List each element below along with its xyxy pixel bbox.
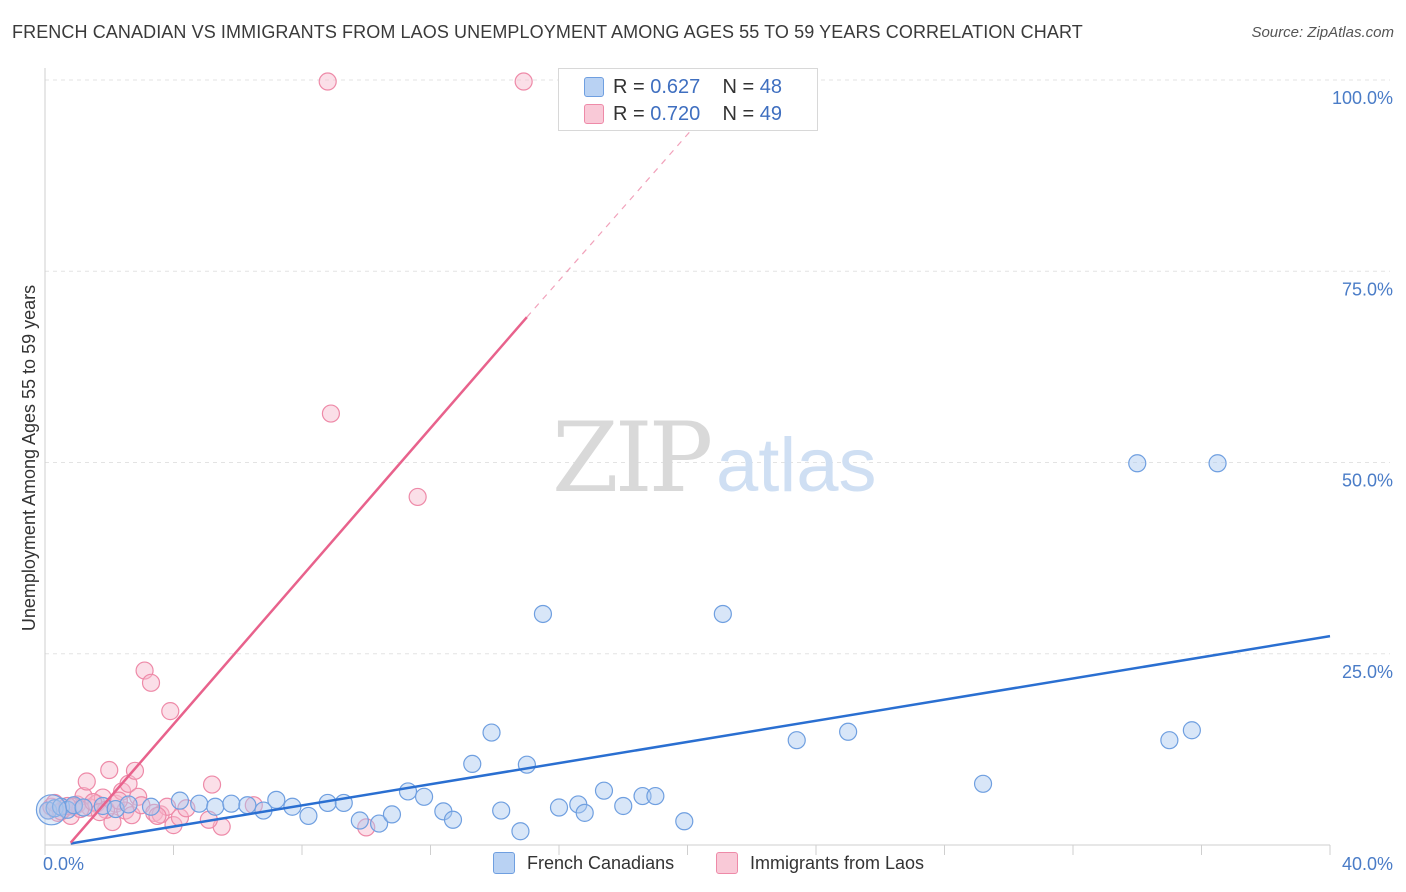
bottom-legend-laos: Immigrants from Laos [716, 852, 924, 874]
watermark-atlas: atlas [716, 423, 877, 508]
point-french-canadians [633, 786, 652, 806]
x-tick-marks [44, 845, 1331, 855]
point-laos [408, 487, 427, 507]
point-french-canadians [370, 814, 389, 833]
point-french-canadians [382, 805, 402, 824]
point-french-canadians [1128, 454, 1147, 473]
point-laos [141, 673, 161, 692]
point-french-canadians [511, 822, 530, 841]
legend-n-label: N = [722, 75, 755, 98]
point-french-canadians [74, 798, 93, 817]
y-tick-label: 50.0% [1342, 471, 1393, 491]
point-french-canadians [533, 604, 553, 624]
source-label: Source: ZipAtlas.com [1251, 24, 1394, 41]
point-laos [202, 775, 222, 794]
series-french-canadians-points [35, 454, 1227, 841]
legend-n-label: N = [722, 102, 755, 125]
legend-r-value-pink: 0.720 [650, 102, 701, 125]
legend-n-value-pink: 49 [759, 102, 783, 125]
point-french-canadians [787, 731, 806, 750]
point-french-canadians [594, 781, 614, 800]
bottom-legend-label-laos: Immigrants from Laos [750, 852, 925, 873]
point-laos [321, 404, 341, 423]
point-laos [148, 806, 167, 826]
chart-title: FRENCH CANADIAN VS IMMIGRANTS FROM LAOS … [12, 22, 1083, 42]
x-tick-labels: 0.0% 40.0% [43, 854, 1393, 874]
point-french-canadians [267, 790, 286, 809]
bottom-legend-swatch-blue [493, 852, 515, 874]
point-french-canadians [463, 754, 482, 774]
trendline-laos [69, 316, 528, 844]
legend-r-label: R = [613, 75, 645, 98]
point-french-canadians [839, 722, 858, 741]
point-french-canadians [222, 794, 241, 813]
point-french-canadians [206, 797, 225, 816]
watermark: ZIP atlas [552, 402, 877, 514]
y-tick-label: 100.0% [1332, 88, 1393, 108]
point-laos [318, 72, 337, 91]
point-french-canadians [575, 803, 594, 822]
point-french-canadians [238, 796, 257, 815]
point-french-canadians [443, 810, 463, 829]
legend-swatch-blue [584, 77, 604, 97]
point-laos [100, 760, 119, 780]
legend-swatch-pink [584, 104, 604, 124]
legend-row-laos: R = 0.720 N = 49 [584, 102, 783, 126]
point-french-canadians [170, 791, 190, 810]
point-french-canadians [350, 811, 369, 830]
bottom-legend-label-french-canadians: French Canadians [527, 852, 675, 873]
legend-r-label: R = [613, 102, 645, 125]
bottom-legend-french-canadians: French Canadians [493, 852, 674, 874]
point-french-canadians [517, 755, 536, 774]
y-axis-label: Unemployment Among Ages 55 to 59 years [19, 285, 39, 631]
point-french-canadians [973, 774, 993, 793]
x-tick-label: 0.0% [43, 854, 84, 874]
point-french-canadians [675, 812, 694, 831]
point-french-canadians [646, 786, 665, 806]
point-french-canadians [1182, 721, 1201, 740]
point-cluster [35, 794, 68, 826]
point-french-canadians [398, 782, 418, 801]
point-french-canadians [141, 797, 161, 816]
x-tick-label: 40.0% [1342, 854, 1393, 874]
point-french-canadians [713, 604, 732, 624]
point-french-canadians [190, 794, 209, 813]
point-french-canadians [614, 796, 633, 816]
series-laos-points [39, 72, 533, 837]
point-laos [161, 702, 180, 721]
legend-n-value-blue: 48 [759, 75, 783, 98]
point-french-canadians [1160, 731, 1179, 750]
legend-r-value-blue: 0.627 [650, 75, 701, 98]
trendline-french-canadians [70, 634, 1331, 845]
point-french-canadians [549, 798, 569, 817]
point-french-canadians [492, 801, 511, 820]
point-french-canadians [58, 800, 77, 819]
trendlines [69, 119, 1331, 845]
y-tick-label: 25.0% [1342, 662, 1393, 682]
point-laos [514, 72, 533, 91]
bottom-legend-swatch-pink [716, 852, 738, 874]
point-laos [77, 772, 96, 791]
watermark-zip: ZIP [552, 402, 711, 514]
point-laos [122, 806, 141, 825]
point-french-canadians [119, 795, 138, 814]
point-french-canadians [482, 723, 501, 742]
legend-box: R = 0.627 N = 48 R = 0.720 N = 49 [558, 68, 818, 131]
point-french-canadians [299, 806, 318, 826]
y-tick-label: 75.0% [1342, 279, 1393, 299]
point-french-canadians [414, 787, 434, 806]
grid-lines [45, 79, 1390, 655]
y-tick-labels: 25.0% 50.0% 75.0% 100.0% [1332, 88, 1393, 682]
trendline-laos-extension [526, 119, 701, 318]
point-french-canadians [1208, 454, 1227, 473]
legend-row-french-canadians: R = 0.627 N = 48 [584, 75, 783, 99]
